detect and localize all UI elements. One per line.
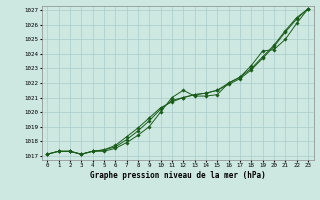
X-axis label: Graphe pression niveau de la mer (hPa): Graphe pression niveau de la mer (hPa) xyxy=(90,171,266,180)
